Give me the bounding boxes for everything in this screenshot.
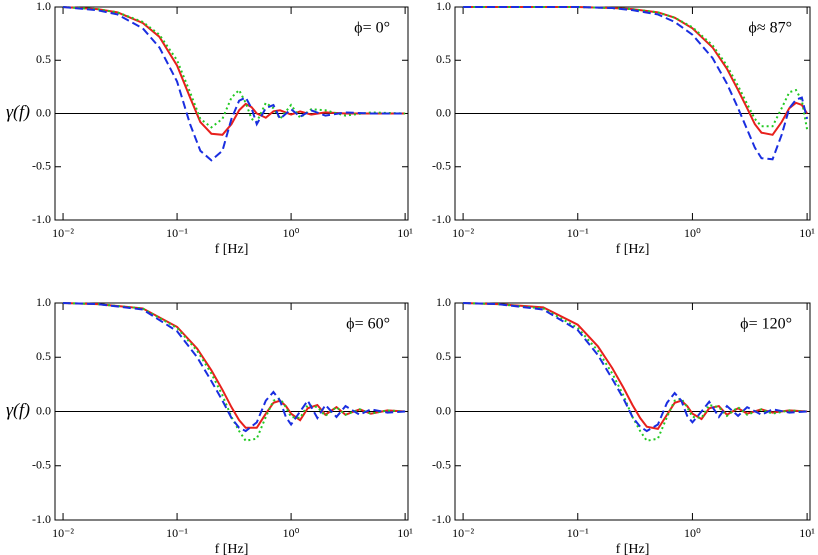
y-tick-label: 0.0 bbox=[436, 105, 451, 119]
x-axis-label: f [Hz] bbox=[616, 542, 650, 555]
y-tick-label: -0.5 bbox=[432, 159, 451, 173]
y-tick-label: -0.5 bbox=[432, 458, 451, 472]
y-tick-label: 1.0 bbox=[436, 0, 451, 13]
x-tick-label: 10⁻¹ bbox=[567, 226, 589, 240]
y-tick-label: -0.5 bbox=[32, 458, 51, 472]
line-series bbox=[63, 302, 406, 433]
x-tick-label: 10⁰ bbox=[684, 226, 701, 240]
line-series bbox=[463, 6, 808, 136]
x-tick-label: 10⁰ bbox=[283, 526, 300, 540]
x-tick-label: 10¹ bbox=[799, 526, 815, 540]
x-tick-label: 10⁻² bbox=[452, 526, 474, 540]
x-tick-label: 10¹ bbox=[397, 526, 413, 540]
annotation: ϕ= 0° bbox=[354, 20, 390, 37]
y-axis-label: γ(f) bbox=[6, 102, 30, 123]
y-tick-label: 0.5 bbox=[436, 52, 451, 66]
annotation: ϕ= 120° bbox=[740, 316, 792, 333]
line-series bbox=[463, 302, 808, 430]
line-series bbox=[63, 302, 406, 429]
x-tick-label: 10⁻¹ bbox=[166, 226, 188, 240]
x-tick-label: 10⁻¹ bbox=[166, 526, 188, 540]
y-tick-label: -1.0 bbox=[32, 512, 51, 526]
line-series bbox=[62, 6, 406, 136]
y-tick-label: 0.0 bbox=[436, 403, 451, 417]
x-axis-label: f [Hz] bbox=[616, 242, 650, 257]
x-tick-label: 10⁻² bbox=[452, 226, 474, 240]
y-tick-label: -1.0 bbox=[432, 512, 451, 526]
x-tick-label: 10⁻² bbox=[52, 226, 74, 240]
x-axis-label: f [Hz] bbox=[215, 542, 249, 555]
line-series bbox=[463, 6, 809, 130]
annotation: ϕ= 60° bbox=[346, 316, 390, 333]
line-series bbox=[62, 6, 406, 162]
y-tick-label: 0.5 bbox=[36, 52, 51, 66]
line-series bbox=[463, 6, 809, 161]
y-tick-label: 1.0 bbox=[436, 295, 451, 309]
x-tick-label: 10⁰ bbox=[283, 226, 300, 240]
x-tick-label: 10⁰ bbox=[684, 526, 701, 540]
y-tick-label: 0.5 bbox=[436, 349, 451, 363]
x-tick-label: 10⁻² bbox=[52, 526, 74, 540]
y-tick-label: 0.5 bbox=[36, 349, 51, 363]
y-axis-label: γ(f) bbox=[6, 400, 30, 421]
annotation: ϕ≈ 87° bbox=[748, 20, 792, 37]
x-tick-label: 10¹ bbox=[397, 226, 413, 240]
y-tick-label: -1.0 bbox=[432, 212, 451, 226]
y-tick-label: 0.0 bbox=[36, 105, 51, 119]
y-tick-label: -0.5 bbox=[32, 159, 51, 173]
line-series bbox=[463, 302, 808, 433]
y-tick-label: 1.0 bbox=[36, 0, 51, 13]
y-tick-label: 1.0 bbox=[36, 295, 51, 309]
y-tick-label: 0.0 bbox=[36, 403, 51, 417]
y-tick-label: -1.0 bbox=[32, 212, 51, 226]
x-tick-label: 10⁻¹ bbox=[567, 526, 589, 540]
x-tick-label: 10¹ bbox=[799, 226, 815, 240]
x-axis-label: f [Hz] bbox=[215, 242, 249, 257]
